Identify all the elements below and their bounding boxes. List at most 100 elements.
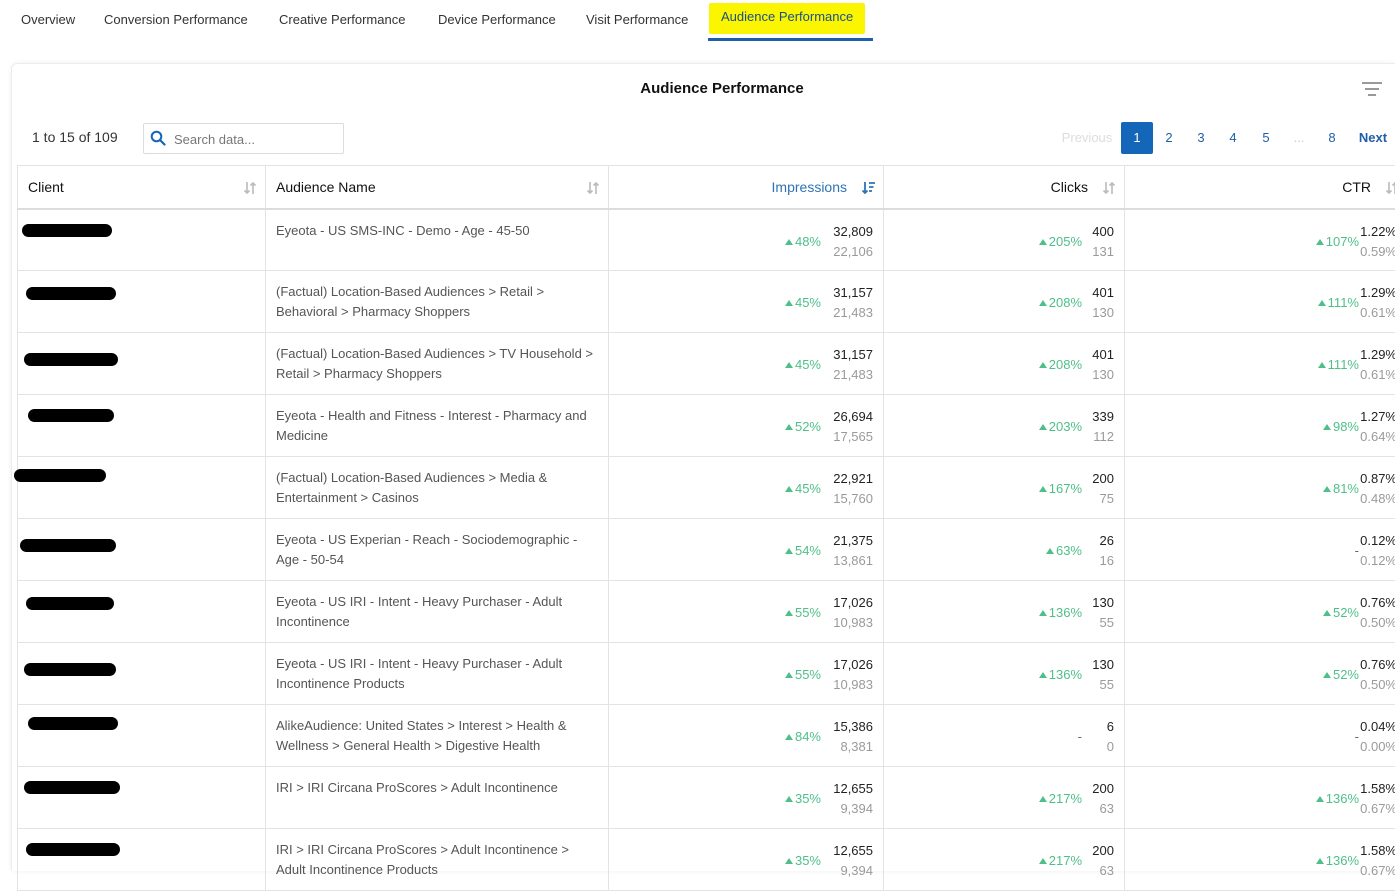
redaction-mark xyxy=(22,224,112,237)
change-percent: 54% xyxy=(795,543,821,558)
change-percent: 136% xyxy=(1326,853,1359,868)
impressions-cell: 45% 22,921 15,760 xyxy=(609,457,884,519)
metric-values: 22,921 15,760 xyxy=(833,469,873,509)
audience-name: AlikeAudience: United States > Interest … xyxy=(276,718,567,753)
sort-icon[interactable] xyxy=(586,180,600,196)
up-arrow-icon xyxy=(1039,239,1047,245)
page-8-button[interactable]: 8 xyxy=(1316,122,1348,154)
table-row[interactable]: Eyeota - Health and Fitness - Interest -… xyxy=(18,395,1395,457)
change-indicator: 45% xyxy=(785,295,821,310)
column-header-client[interactable]: Client xyxy=(18,166,266,209)
change-indicator: 52% xyxy=(1323,605,1359,620)
previous-value: 0.59% xyxy=(1360,242,1395,262)
column-header-impressions[interactable]: Impressions xyxy=(609,166,884,209)
change-percent: 45% xyxy=(795,357,821,372)
clicks-cell: - 6 0 xyxy=(884,705,1125,767)
column-header-audience-name[interactable]: Audience Name xyxy=(266,166,609,209)
tab-audience-performance[interactable]: Audience Performance xyxy=(709,3,865,34)
table-row[interactable]: IRI > IRI Circana ProScores > Adult Inco… xyxy=(18,829,1395,891)
change-indicator: 48% xyxy=(785,234,821,249)
up-arrow-icon xyxy=(1039,362,1047,368)
clicks-cell: 208% 401 130 xyxy=(884,333,1125,395)
previous-page-button[interactable]: Previous xyxy=(1052,122,1122,154)
tab-visit-performance[interactable]: Visit Performance xyxy=(586,12,688,27)
table-row[interactable]: Eyeota - US IRI - Intent - Heavy Purchas… xyxy=(18,581,1395,643)
change-percent: 52% xyxy=(795,419,821,434)
redaction-mark xyxy=(28,717,118,730)
search-box[interactable] xyxy=(143,123,344,154)
sort-icon[interactable] xyxy=(243,180,257,196)
ctr-cell: 98% 1.27% 0.64% xyxy=(1125,395,1395,457)
metric-values: 0.04% 0.00% xyxy=(1360,717,1395,757)
client-cell xyxy=(18,457,266,519)
client-cell xyxy=(18,643,266,705)
previous-value: 0.12% xyxy=(1360,551,1395,571)
change-percent: 136% xyxy=(1049,667,1082,682)
page-4-button[interactable]: 4 xyxy=(1217,122,1249,154)
sort-icon[interactable] xyxy=(1102,180,1116,196)
audience-name-cell: IRI > IRI Circana ProScores > Adult Inco… xyxy=(266,767,609,829)
metric-values: 15,386 8,381 xyxy=(833,717,873,757)
redaction-mark xyxy=(26,843,120,856)
table-row[interactable]: (Factual) Location-Based Audiences > TV … xyxy=(18,333,1395,395)
audience-name-cell: Eyeota - US SMS-INC - Demo - Age - 45-50 xyxy=(266,209,609,271)
sort-icon[interactable] xyxy=(1385,180,1395,196)
page-5-button[interactable]: 5 xyxy=(1250,122,1282,154)
table-row[interactable]: (Factual) Location-Based Audiences > Med… xyxy=(18,457,1395,519)
change-indicator: 107% xyxy=(1316,234,1359,249)
table-row[interactable]: AlikeAudience: United States > Interest … xyxy=(18,705,1395,767)
clicks-cell: 136% 130 55 xyxy=(884,643,1125,705)
clicks-cell: 203% 339 112 xyxy=(884,395,1125,457)
change-indicator: 217% xyxy=(1039,853,1082,868)
change-percent: 167% xyxy=(1049,481,1082,496)
previous-value: 9,394 xyxy=(833,799,873,819)
up-arrow-icon xyxy=(1323,486,1331,492)
previous-value: 13,861 xyxy=(833,551,873,571)
table-row[interactable]: Eyeota - US Experian - Reach - Sociodemo… xyxy=(18,519,1395,581)
tab-device-performance[interactable]: Device Performance xyxy=(438,12,556,27)
previous-value: 9,394 xyxy=(833,861,873,881)
change-percent: 111% xyxy=(1328,295,1359,310)
up-arrow-icon xyxy=(1039,672,1047,678)
up-arrow-icon xyxy=(1046,548,1054,554)
client-cell xyxy=(18,209,266,271)
current-value: 12,655 xyxy=(833,779,873,799)
change-percent: 205% xyxy=(1049,234,1082,249)
up-arrow-icon xyxy=(1316,796,1324,802)
sort-descending-icon[interactable] xyxy=(861,180,875,196)
table-row[interactable]: (Factual) Location-Based Audiences > Ret… xyxy=(18,271,1395,333)
tab-overview[interactable]: Overview xyxy=(21,12,75,27)
previous-value: 130 xyxy=(1092,365,1114,385)
change-indicator: 55% xyxy=(785,667,821,682)
previous-value: 63 xyxy=(1092,861,1114,881)
change-percent: 111% xyxy=(1328,357,1359,372)
pagination: Previous 1 2 3 4 5 ... 8 Next xyxy=(1052,122,1395,154)
impressions-cell: 45% 31,157 21,483 xyxy=(609,271,884,333)
table-header-row: Client Audience Name Impressions Clicks … xyxy=(18,166,1395,209)
tab-conversion-performance[interactable]: Conversion Performance xyxy=(104,12,248,27)
current-value: 130 xyxy=(1092,593,1114,613)
column-header-clicks[interactable]: Clicks xyxy=(884,166,1125,209)
impressions-cell: 55% 17,026 10,983 xyxy=(609,581,884,643)
current-value: 401 xyxy=(1092,345,1114,365)
page-3-button[interactable]: 3 xyxy=(1185,122,1217,154)
up-arrow-icon xyxy=(1039,424,1047,430)
previous-value: 16 xyxy=(1100,551,1114,571)
table-row[interactable]: IRI > IRI Circana ProScores > Adult Inco… xyxy=(18,767,1395,829)
column-header-ctr[interactable]: CTR xyxy=(1125,166,1395,209)
audience-name-cell: Eyeota - US Experian - Reach - Sociodemo… xyxy=(266,519,609,581)
tab-creative-performance[interactable]: Creative Performance xyxy=(279,12,405,27)
next-page-button[interactable]: Next xyxy=(1350,122,1395,154)
current-value: 15,386 xyxy=(833,717,873,737)
page-2-button[interactable]: 2 xyxy=(1153,122,1185,154)
filter-icon[interactable] xyxy=(1362,80,1382,96)
audience-name-cell: (Factual) Location-Based Audiences > Med… xyxy=(266,457,609,519)
page-1-button[interactable]: 1 xyxy=(1121,122,1153,154)
change-indicator: 35% xyxy=(785,791,821,806)
tab-bar: Overview Conversion Performance Creative… xyxy=(0,0,1395,44)
table-row[interactable]: Eyeota - US IRI - Intent - Heavy Purchas… xyxy=(18,643,1395,705)
table-row[interactable]: Eyeota - US SMS-INC - Demo - Age - 45-50… xyxy=(18,209,1395,271)
clicks-cell: 217% 200 63 xyxy=(884,829,1125,891)
change-indicator: - xyxy=(1355,543,1359,558)
search-input[interactable] xyxy=(174,129,339,149)
